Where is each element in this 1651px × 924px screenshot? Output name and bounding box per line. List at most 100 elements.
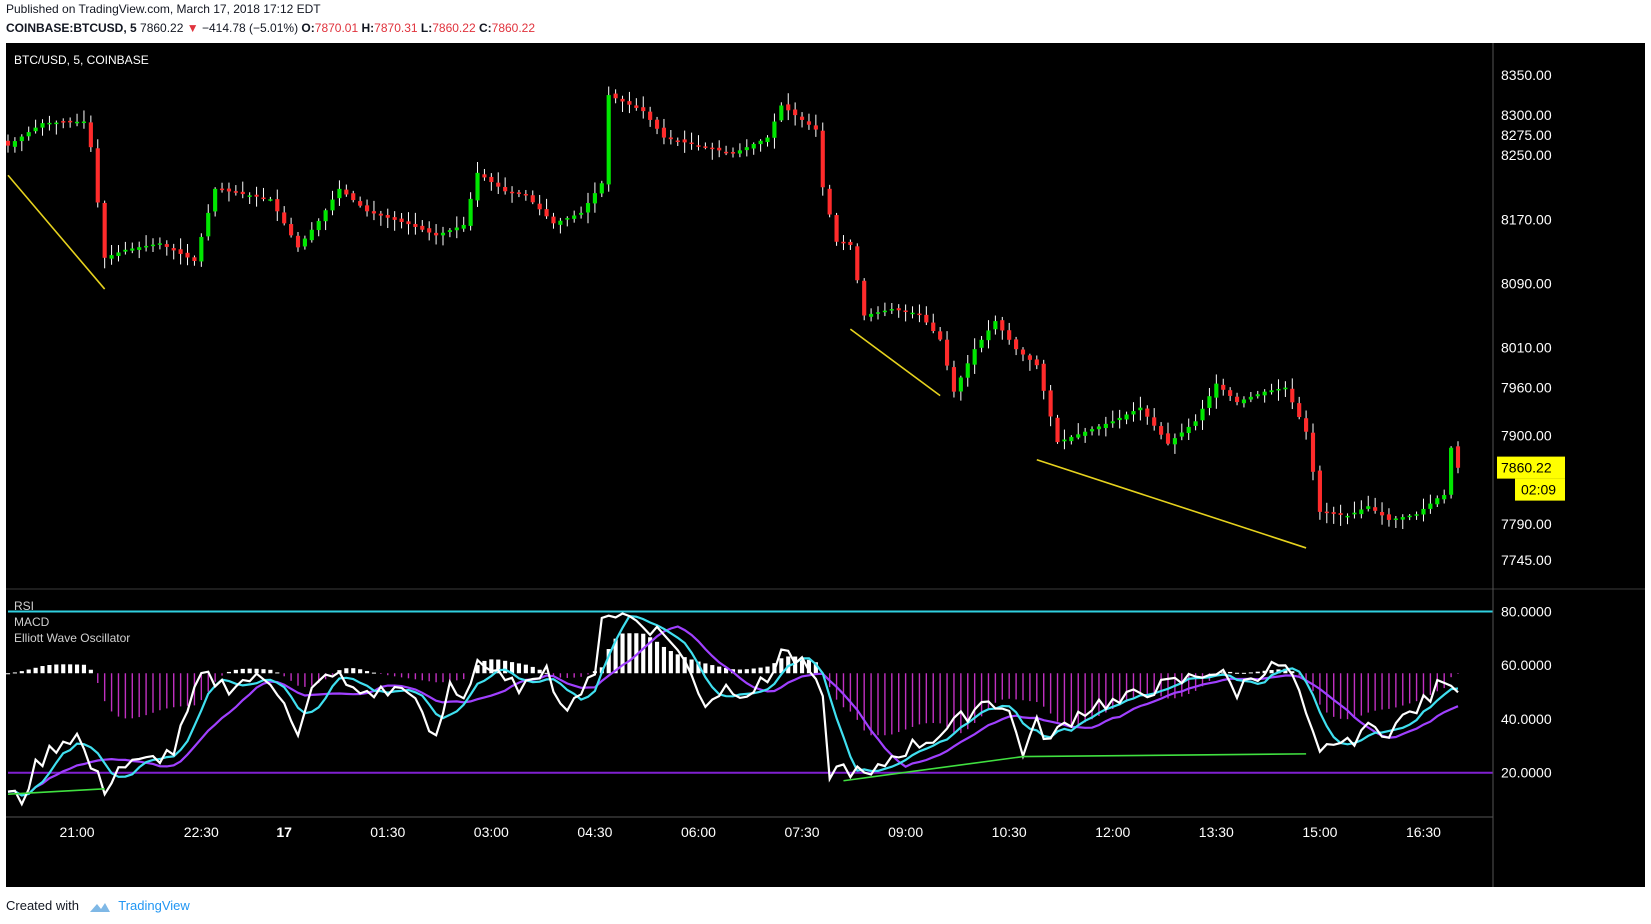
time-tick-label: 04:30 bbox=[577, 824, 612, 840]
time-tick-label: 21:00 bbox=[60, 824, 95, 840]
created-with-text: Created with bbox=[6, 898, 79, 913]
histogram-bar bbox=[240, 668, 245, 674]
histogram-bar bbox=[1326, 673, 1328, 713]
histogram-bar bbox=[717, 666, 722, 674]
rsi-line bbox=[7, 612, 1459, 807]
candle-body bbox=[392, 217, 397, 220]
candle-body bbox=[627, 101, 632, 105]
histogram-bar bbox=[1077, 673, 1079, 725]
candle-body bbox=[268, 199, 273, 201]
histogram-bar bbox=[799, 657, 805, 674]
price-tick-label: 8170.00 bbox=[1501, 211, 1552, 227]
histogram-bar bbox=[1084, 673, 1086, 723]
histogram-bar bbox=[6, 673, 11, 675]
candle-body bbox=[371, 211, 377, 214]
rsi-tick-label: 40.0000 bbox=[1501, 711, 1552, 727]
histogram-bar bbox=[1450, 673, 1452, 678]
histogram-bar bbox=[1056, 673, 1059, 722]
histogram-bar bbox=[1290, 671, 1295, 674]
candle-body bbox=[226, 188, 232, 192]
candle-body bbox=[1366, 506, 1371, 509]
candle-body bbox=[523, 193, 528, 196]
candle-body bbox=[1310, 432, 1316, 472]
histogram-bar bbox=[758, 667, 763, 674]
price-tick-label: 8250.00 bbox=[1501, 147, 1552, 163]
candle-body bbox=[1193, 421, 1198, 426]
candle-body bbox=[813, 125, 818, 130]
tradingview-link[interactable]: TradingView bbox=[118, 898, 190, 913]
histogram-bar bbox=[516, 663, 522, 674]
candle-body bbox=[565, 218, 570, 220]
histogram-bar bbox=[268, 669, 273, 674]
candle-body bbox=[1269, 390, 1274, 393]
candle-body bbox=[703, 146, 708, 148]
candle-body bbox=[834, 215, 839, 242]
histogram-bar bbox=[559, 673, 562, 678]
candle-body bbox=[572, 215, 577, 219]
histogram-bar bbox=[939, 673, 941, 724]
chart-canvas[interactable]: 8350.00 8300.00 8275.00 8250.00 8170.00 8090.… bbox=[6, 43, 1645, 887]
candle-body bbox=[903, 310, 908, 313]
candle-body bbox=[1304, 418, 1309, 432]
candle-body bbox=[385, 215, 390, 218]
histogram-bar bbox=[475, 665, 480, 674]
candle-body bbox=[882, 310, 887, 313]
chart-panel[interactable]: 8350.00 8300.00 8275.00 8250.00 8170.00 8090.… bbox=[6, 43, 1645, 887]
histogram-bar bbox=[275, 672, 280, 674]
histogram-bar bbox=[1118, 673, 1121, 706]
high-value: 7870.31 bbox=[374, 21, 418, 35]
histogram-bar bbox=[627, 633, 632, 674]
candle-body bbox=[793, 109, 798, 116]
candle-body bbox=[399, 218, 404, 222]
candle-body bbox=[1214, 383, 1219, 398]
histogram-bar bbox=[813, 662, 818, 674]
candle-body bbox=[1172, 438, 1177, 445]
candle-body bbox=[102, 202, 107, 258]
histogram-bar bbox=[1188, 673, 1190, 694]
candle-body bbox=[1007, 330, 1012, 340]
histogram-bar bbox=[668, 651, 673, 674]
histogram-bar bbox=[1333, 673, 1335, 717]
histogram-bar bbox=[81, 664, 87, 674]
candle-body bbox=[896, 308, 901, 311]
price-tick-label: 7900.00 bbox=[1501, 428, 1552, 444]
candle-body bbox=[61, 121, 66, 123]
candle-body bbox=[1000, 320, 1005, 331]
histogram-bar bbox=[675, 654, 680, 674]
candle-body bbox=[164, 244, 169, 247]
candle-body bbox=[648, 111, 653, 120]
candle-body bbox=[848, 241, 853, 245]
histogram-bar bbox=[682, 657, 687, 674]
candle-body bbox=[551, 216, 556, 224]
candle-body bbox=[1414, 514, 1419, 516]
histogram-bar bbox=[1125, 673, 1128, 702]
candle-body bbox=[454, 227, 459, 231]
candle-body bbox=[1055, 417, 1060, 443]
candle-body bbox=[95, 148, 100, 203]
histogram-bar bbox=[449, 673, 451, 682]
candle-body bbox=[1241, 399, 1247, 404]
trendline-group bbox=[7, 174, 1307, 549]
low-value: 7860.22 bbox=[432, 21, 476, 35]
histogram-bar bbox=[1063, 673, 1066, 726]
histogram-bar bbox=[1415, 673, 1418, 702]
price-trendline bbox=[1036, 459, 1307, 549]
histogram-bar bbox=[124, 673, 127, 719]
histogram-bar bbox=[456, 673, 458, 681]
histogram-bar bbox=[1139, 673, 1142, 696]
time-tick-label: 15:00 bbox=[1302, 824, 1337, 840]
candle-body bbox=[1352, 512, 1357, 515]
candle-body bbox=[1069, 436, 1074, 442]
candle-body bbox=[944, 339, 950, 366]
histogram-bar bbox=[849, 673, 852, 712]
histogram-bar bbox=[1408, 673, 1411, 704]
candle-body bbox=[1290, 388, 1295, 403]
rsi-tick-label: 80.0000 bbox=[1501, 603, 1552, 619]
histogram-bar bbox=[110, 673, 113, 712]
candle-body bbox=[737, 150, 742, 154]
histogram-bar bbox=[351, 668, 356, 674]
histogram-bar bbox=[648, 637, 653, 674]
rsi-divergence-line bbox=[7, 788, 105, 795]
histogram-bar bbox=[661, 646, 667, 674]
histogram-bar bbox=[318, 673, 320, 684]
